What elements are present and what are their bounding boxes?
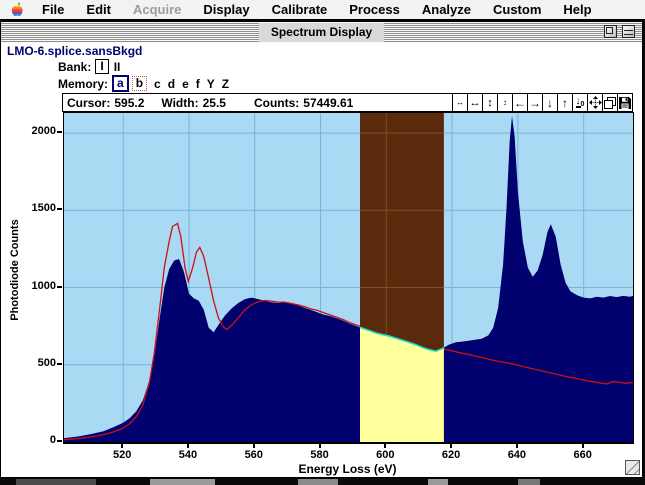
save-display-icon[interactable] <box>617 94 632 111</box>
x-tick-label: 580 <box>310 449 329 461</box>
pan-right-icon[interactable]: → <box>527 94 542 111</box>
x-tick <box>581 444 584 448</box>
pan-left-icon[interactable]: ← <box>512 94 527 111</box>
desktop-strip <box>0 478 645 485</box>
copy-display-icon[interactable] <box>602 94 617 111</box>
menu-process[interactable]: Process <box>349 2 400 17</box>
counts-label: Counts: <box>253 95 300 110</box>
width-label: Width: <box>161 95 199 110</box>
menu-bar-items: File Edit Acquire Display Calibrate Process An… <box>31 2 603 17</box>
x-tick-label: 600 <box>376 449 395 461</box>
spectrum-plot[interactable] <box>63 112 634 444</box>
memory-label: Memory: <box>58 76 109 91</box>
x-tick-label: 520 <box>113 449 132 461</box>
x-tick <box>252 444 255 448</box>
resize-grip[interactable] <box>625 460 640 475</box>
x-tick-label: 620 <box>441 449 461 461</box>
y-tick-label: 0 <box>49 434 56 446</box>
bank-label: Bank: <box>58 59 92 74</box>
x-tick <box>318 444 321 448</box>
menu-bar: File Edit Acquire Display Calibrate Process An… <box>0 0 645 20</box>
menu-display[interactable]: Display <box>203 2 250 17</box>
memory-option-c[interactable]: c <box>154 76 161 91</box>
bank-options: I II <box>95 59 127 74</box>
apple-icon[interactable] <box>10 2 24 17</box>
x-tick <box>186 444 189 448</box>
y-tick <box>57 362 62 365</box>
cursor-value: 595.2 <box>114 95 145 110</box>
menu-analyze[interactable]: Analyze <box>421 2 471 17</box>
menu-calibrate[interactable]: Calibrate <box>271 2 328 17</box>
expand-horizontal-small-icon[interactable]: ↔ <box>452 94 467 111</box>
x-tick-label: 660 <box>573 449 592 461</box>
x-tick <box>450 444 453 448</box>
memory-option-a[interactable]: a <box>112 75 129 92</box>
menu-file[interactable]: File <box>42 2 65 17</box>
menu-help[interactable]: Help <box>563 2 592 17</box>
window-content: LMO-6.splice.sansBkgd Bank: I II Memory: … <box>1 43 642 477</box>
memory-option-z[interactable]: Z <box>221 76 230 91</box>
y-tick <box>57 440 62 442</box>
y-tick <box>57 208 62 211</box>
collapse-box-button[interactable] <box>622 25 635 38</box>
cursor-label: Cursor: <box>67 95 111 110</box>
menu-edit[interactable]: Edit <box>86 2 111 17</box>
y-tick-label: 500 <box>37 356 56 369</box>
status-toolbar-strip: Cursor: 595.2 Width: 25.5 Counts: 57449.… <box>62 93 633 112</box>
x-tick <box>121 444 124 448</box>
y-tick <box>57 285 62 288</box>
plot-toolbar: ↔ ↔ ↕ ↕ ← → ↓ ↑ ↓ 0 <box>452 94 632 111</box>
menu-custom[interactable]: Custom <box>493 2 542 17</box>
memory-option-e[interactable]: e <box>182 76 189 91</box>
expand-vertical-icon[interactable]: ↕ <box>482 94 497 111</box>
counts-value: 57449.61 <box>303 95 354 110</box>
zoom-box-button[interactable] <box>604 25 617 38</box>
y-axis-title: Photodiode Counts <box>9 219 21 321</box>
memory-option-y[interactable]: Y <box>206 76 215 91</box>
chart-zone: Photodiode Counts Energy Loss (eV) 520 54… <box>1 111 644 479</box>
bank-option-i[interactable]: I <box>95 59 109 74</box>
spectrum-display-window: Spectrum Display LMO-6.splice.sansBkgd B… <box>0 21 643 478</box>
file-name-label: LMO-6.splice.sansBkgd <box>7 44 143 58</box>
menu-acquire: Acquire <box>132 2 182 17</box>
memory-option-f[interactable]: f <box>195 76 200 91</box>
status-readout: Cursor: 595.2 Width: 25.5 Counts: 57449.… <box>63 94 452 111</box>
width-value: 25.5 <box>202 95 226 110</box>
bank-option-ii[interactable]: II <box>113 59 121 74</box>
x-tick-label: 560 <box>244 449 263 461</box>
expand-horizontal-icon[interactable]: ↔ <box>467 94 482 111</box>
x-tick <box>515 444 518 448</box>
memory-option-b[interactable]: b <box>131 76 148 91</box>
memory-option-d[interactable]: d <box>167 76 176 91</box>
x-axis-title: Energy Loss (eV) <box>298 462 397 476</box>
x-tick-label: 640 <box>507 449 527 461</box>
y-tick-label: 2000 <box>31 125 56 138</box>
y-tick-label: 1500 <box>31 202 56 215</box>
zero-baseline-icon[interactable]: ↓ 0 <box>572 94 587 111</box>
autoscale-icon[interactable] <box>587 94 602 111</box>
x-tick-label: 540 <box>178 449 198 461</box>
shift-up-icon[interactable]: ↑ <box>557 94 572 111</box>
y-tick <box>57 131 62 134</box>
y-tick-label: 1000 <box>31 279 56 292</box>
x-tick <box>384 444 387 448</box>
window-titlebar[interactable]: Spectrum Display <box>1 22 642 44</box>
contract-vertical-icon[interactable]: ↕ <box>497 94 512 111</box>
window-title: Spectrum Display <box>258 23 385 42</box>
shift-down-icon[interactable]: ↓ <box>542 94 557 111</box>
bank-row: Bank: I II <box>58 59 127 74</box>
